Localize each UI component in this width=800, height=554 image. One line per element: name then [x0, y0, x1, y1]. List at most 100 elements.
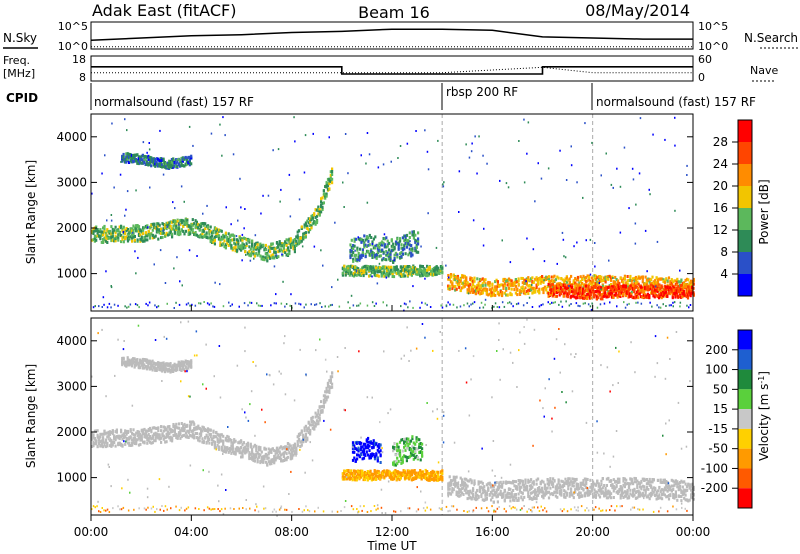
data-cell	[628, 207, 630, 210]
data-cell	[400, 459, 403, 463]
data-cell	[162, 429, 165, 433]
data-cell	[469, 278, 472, 281]
data-cell	[150, 225, 153, 229]
data-cell	[584, 302, 586, 305]
data-cell	[270, 462, 273, 466]
data-cell	[490, 294, 493, 298]
data-cell	[129, 435, 132, 439]
data-cell	[347, 172, 349, 175]
data-cell	[645, 280, 648, 284]
data-cell	[374, 255, 377, 259]
data-cell	[467, 289, 471, 293]
data-cell	[139, 159, 142, 162]
data-cell	[150, 156, 153, 160]
data-cell	[344, 268, 347, 272]
data-cell	[124, 237, 127, 240]
data-cell	[553, 291, 556, 295]
data-cell	[649, 301, 651, 304]
data-cell	[252, 250, 255, 254]
data-cell	[257, 445, 261, 449]
data-cell	[161, 165, 164, 169]
data-cell	[634, 296, 637, 300]
data-cell	[140, 238, 143, 242]
data-cell	[351, 446, 355, 450]
data-cell	[523, 181, 526, 184]
data-cell	[158, 437, 161, 440]
data-cell	[378, 262, 381, 265]
data-cell	[434, 268, 437, 271]
data-cell	[195, 436, 198, 440]
data-cell	[414, 450, 417, 453]
data-cell	[197, 438, 200, 442]
data-cell	[183, 422, 186, 426]
data-cell	[545, 275, 548, 279]
data-cell	[255, 251, 258, 255]
data-cell	[126, 228, 130, 231]
data-cell	[493, 305, 495, 308]
data-cell	[387, 274, 390, 278]
data-cell	[678, 287, 681, 291]
data-cell	[215, 230, 218, 234]
data-cell	[117, 441, 120, 445]
data-cell	[674, 209, 676, 212]
data-cell	[257, 249, 261, 253]
data-cell	[456, 274, 459, 278]
data-cell	[169, 165, 172, 169]
data-cell	[619, 295, 622, 298]
data-cell	[247, 304, 249, 307]
data-cell	[180, 369, 183, 372]
data-cell	[389, 256, 392, 260]
data-cell	[600, 275, 603, 279]
data-cell	[148, 225, 152, 229]
data-cell	[297, 242, 301, 246]
data-cell	[589, 273, 592, 276]
data-cell	[396, 241, 399, 245]
data-cell	[175, 425, 178, 429]
data-cell	[541, 275, 544, 278]
data-cell	[325, 388, 328, 392]
data-cell	[209, 235, 212, 239]
data-cell	[254, 234, 257, 237]
data-cell	[581, 278, 584, 281]
data-cell	[548, 288, 552, 292]
data-cell	[147, 233, 150, 237]
data-cell	[531, 286, 534, 290]
data-cell	[615, 278, 618, 281]
data-cell	[325, 192, 328, 196]
data-cell	[411, 450, 414, 454]
data-cell	[223, 239, 226, 243]
data-cell	[603, 279, 606, 282]
data-cell	[139, 438, 142, 442]
data-cell	[264, 252, 267, 256]
data-cell	[261, 304, 263, 307]
data-cell	[439, 265, 442, 268]
data-cell	[244, 208, 246, 210]
data-cell	[579, 305, 581, 308]
data-cell	[382, 257, 385, 261]
data-cell	[356, 258, 359, 262]
data-cell	[115, 236, 118, 240]
data-cell	[211, 234, 214, 238]
data-cell	[298, 302, 300, 305]
data-cell	[92, 232, 95, 235]
data-cell	[251, 457, 254, 461]
data-cell	[542, 288, 545, 291]
data-cell	[623, 301, 625, 304]
data-cell	[509, 278, 512, 282]
data-cell	[183, 433, 186, 437]
data-cell	[248, 238, 251, 242]
data-cell	[212, 429, 215, 433]
data-cell	[641, 275, 644, 279]
data-cell	[360, 255, 363, 259]
data-cell	[448, 277, 451, 281]
data-cell	[458, 283, 461, 287]
data-cell	[397, 157, 399, 159]
data-cell	[528, 284, 531, 287]
data-cell	[559, 292, 563, 296]
data-cell	[644, 295, 647, 299]
data-cell	[547, 292, 550, 296]
data-cell	[564, 256, 567, 259]
data-cell	[427, 266, 430, 270]
data-cell	[360, 237, 363, 241]
data-cell	[164, 428, 167, 432]
